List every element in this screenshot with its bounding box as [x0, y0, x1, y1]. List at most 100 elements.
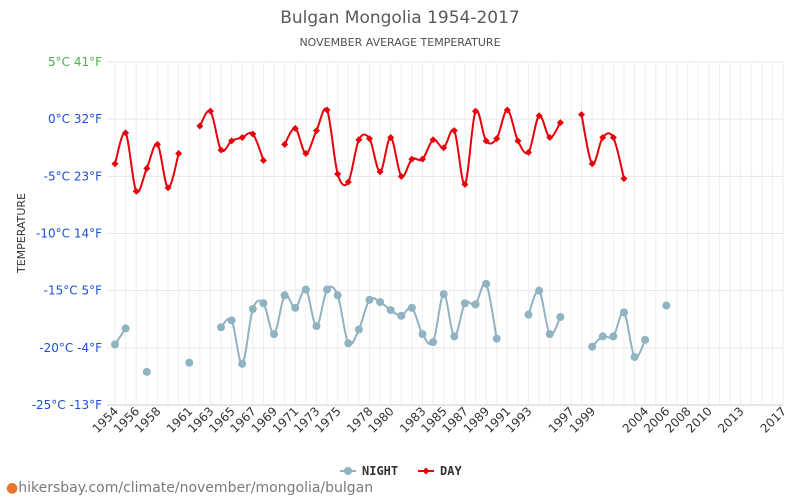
data-point-day[interactable] — [175, 149, 183, 157]
data-point-day[interactable] — [228, 137, 236, 145]
data-point-day[interactable] — [122, 129, 130, 137]
data-point-night[interactable] — [429, 338, 438, 347]
data-point-night[interactable] — [492, 334, 501, 343]
data-point-night[interactable] — [545, 330, 554, 339]
data-point-night[interactable] — [291, 303, 300, 312]
data-point-night[interactable] — [450, 332, 459, 341]
data-point-night[interactable] — [588, 342, 597, 351]
data-point-night[interactable] — [556, 312, 565, 321]
data-point-night[interactable] — [471, 300, 480, 309]
data-point-night[interactable] — [482, 279, 491, 288]
data-point-night[interactable] — [630, 352, 639, 361]
data-point-night[interactable] — [259, 299, 268, 308]
data-point-night[interactable] — [312, 322, 321, 331]
data-point-night[interactable] — [376, 298, 385, 307]
data-point-night[interactable] — [460, 299, 469, 308]
data-point-day[interactable] — [599, 133, 607, 141]
data-point-night[interactable] — [280, 291, 289, 300]
data-point-night[interactable] — [524, 310, 533, 319]
data-point-day[interactable] — [334, 170, 342, 178]
data-point-day[interactable] — [620, 175, 628, 183]
data-point-day[interactable] — [397, 172, 405, 180]
data-point-day[interactable] — [153, 140, 161, 148]
data-point-night[interactable] — [333, 291, 342, 300]
data-point-day[interactable] — [450, 127, 458, 135]
x-tick-label: 2017 — [758, 404, 789, 435]
data-point-night[interactable] — [418, 330, 427, 339]
data-point-day[interactable] — [249, 130, 257, 138]
data-point-day[interactable] — [556, 119, 564, 127]
data-point-day[interactable] — [514, 137, 522, 145]
data-point-day[interactable] — [609, 133, 617, 141]
data-point-day[interactable] — [281, 140, 289, 148]
data-point-day[interactable] — [408, 155, 416, 163]
data-point-day[interactable] — [312, 127, 320, 135]
data-point-day[interactable] — [355, 136, 363, 144]
data-point-day[interactable] — [418, 155, 426, 163]
data-point-day[interactable] — [482, 137, 490, 145]
data-point-night[interactable] — [227, 316, 236, 325]
data-point-day[interactable] — [164, 184, 172, 192]
data-point-night[interactable] — [439, 290, 448, 299]
data-point-day[interactable] — [344, 178, 352, 186]
data-point-night[interactable] — [217, 323, 226, 332]
data-point-day[interactable] — [578, 111, 586, 119]
data-point-night[interactable] — [407, 303, 416, 312]
data-point-night[interactable] — [354, 325, 363, 334]
data-point-night[interactable] — [301, 285, 310, 294]
data-point-night[interactable] — [365, 295, 374, 304]
data-point-night[interactable] — [142, 367, 151, 376]
data-point-day[interactable] — [206, 107, 214, 115]
data-point-day[interactable] — [217, 146, 225, 154]
data-point-night[interactable] — [185, 358, 194, 367]
source-url: hikersbay.com/climate/november/mongolia/… — [18, 480, 374, 496]
data-point-night[interactable] — [344, 339, 353, 348]
data-point-day[interactable] — [365, 135, 373, 143]
data-point-night[interactable] — [641, 335, 650, 344]
legend-item-day[interactable]: DAY — [418, 464, 462, 478]
data-point-night[interactable] — [598, 332, 607, 341]
legend-item-night[interactable]: NIGHT — [340, 464, 398, 478]
data-point-day[interactable] — [493, 135, 501, 143]
data-point-night[interactable] — [121, 324, 130, 333]
data-point-day[interactable] — [259, 156, 267, 164]
data-point-night[interactable] — [619, 308, 628, 317]
source-watermark[interactable]: ●hikersbay.com/climate/november/mongolia… — [6, 480, 373, 496]
data-point-day[interactable] — [525, 148, 533, 156]
data-point-day[interactable] — [238, 133, 246, 141]
legend-label: DAY — [440, 464, 462, 478]
data-point-night[interactable] — [238, 359, 247, 368]
legend[interactable]: NIGHT DAY — [340, 464, 462, 478]
data-point-day[interactable] — [143, 164, 151, 172]
data-point-day[interactable] — [196, 122, 204, 130]
data-point-day[interactable] — [132, 187, 140, 195]
data-point-day[interactable] — [546, 133, 554, 141]
data-point-night[interactable] — [662, 301, 671, 310]
data-point-night[interactable] — [111, 340, 119, 349]
data-point-day[interactable] — [535, 112, 543, 120]
data-point-day[interactable] — [472, 107, 480, 115]
data-point-day[interactable] — [503, 106, 511, 114]
data-point-day[interactable] — [323, 106, 331, 114]
data-point-day[interactable] — [461, 180, 469, 188]
data-point-day[interactable] — [440, 144, 448, 152]
data-point-day[interactable] — [429, 136, 437, 144]
y-tick-label: -5°C 23°F — [44, 169, 102, 183]
data-point-night[interactable] — [270, 330, 279, 339]
data-point-night[interactable] — [535, 286, 544, 295]
grid-lines — [107, 61, 784, 406]
data-point-night[interactable] — [609, 332, 618, 341]
data-point-night[interactable] — [323, 285, 332, 294]
data-point-day[interactable] — [387, 133, 395, 141]
data-point-day[interactable] — [376, 168, 384, 176]
data-point-night[interactable] — [397, 311, 406, 320]
data-point-night[interactable] — [386, 306, 395, 315]
data-point-day[interactable] — [291, 124, 299, 132]
data-point-day[interactable] — [302, 149, 310, 157]
data-point-night[interactable] — [248, 304, 257, 313]
chart-subtitle: NOVEMBER AVERAGE TEMPERATURE — [299, 36, 500, 49]
data-point-day[interactable] — [588, 160, 596, 168]
data-point-day[interactable] — [111, 160, 119, 168]
location-pin-icon: ● — [6, 480, 19, 496]
